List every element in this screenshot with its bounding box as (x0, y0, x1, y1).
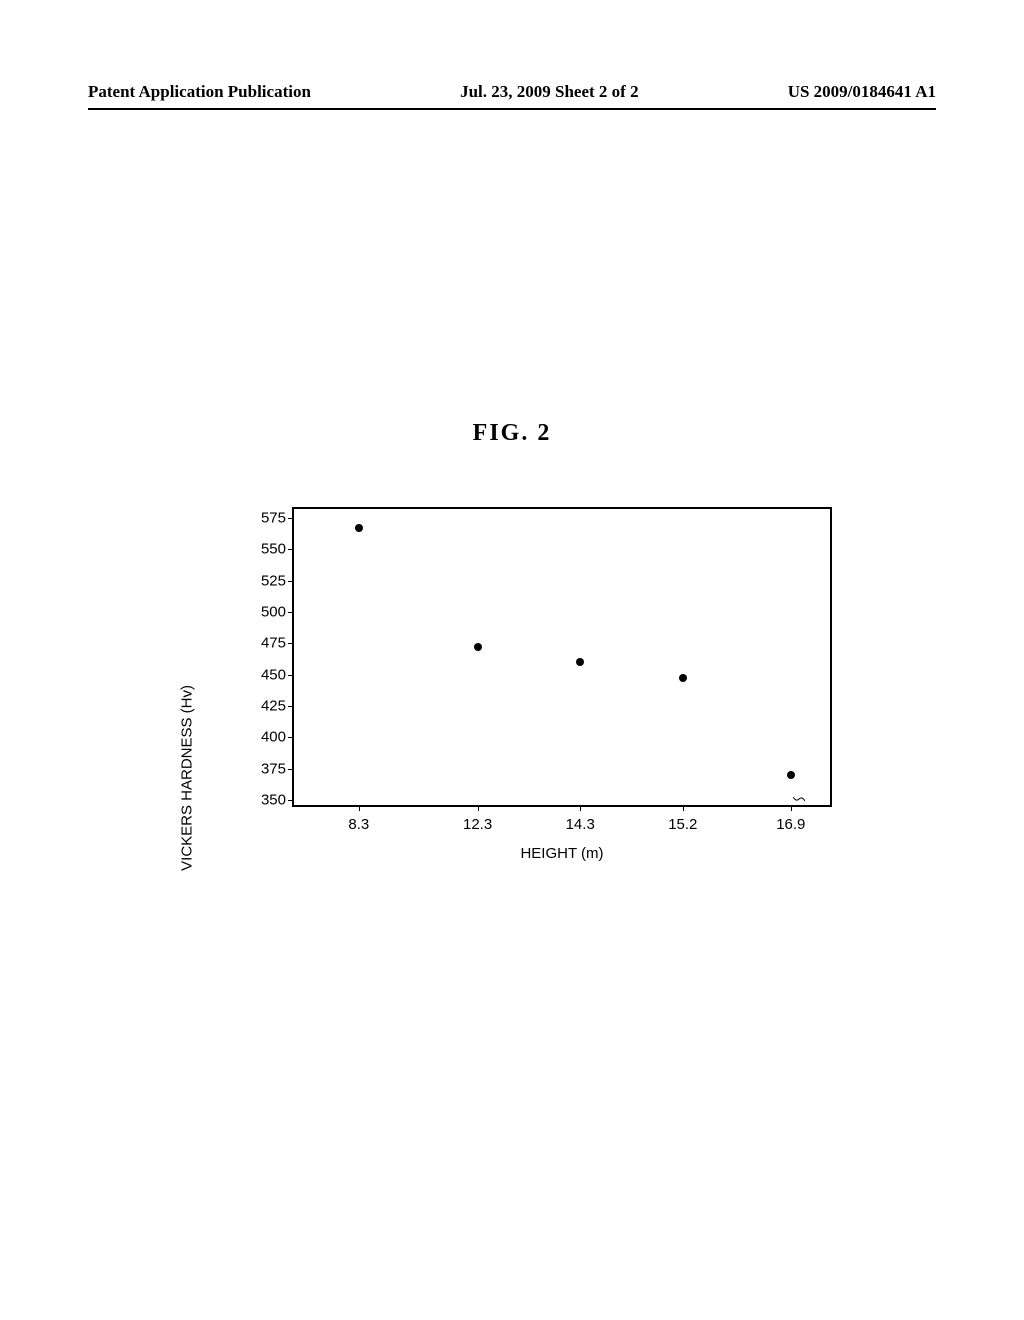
plot-area: 3503754004254504755005255505758.312.314.… (292, 507, 832, 807)
y-tick (288, 706, 294, 707)
y-tick-label: 425 (242, 698, 286, 715)
x-tick-label: 16.9 (776, 816, 805, 833)
y-tick-label: 575 (242, 509, 286, 526)
figure-title: FIG. 2 (88, 420, 936, 447)
data-point (679, 674, 687, 682)
x-tick (478, 805, 479, 811)
header-center: Jul. 23, 2009 Sheet 2 of 2 (460, 82, 639, 102)
data-point (787, 771, 795, 779)
y-tick-label: 400 (242, 729, 286, 746)
x-tick (791, 805, 792, 811)
squiggle-mark (793, 790, 805, 796)
data-point (474, 643, 482, 651)
y-tick (288, 675, 294, 676)
y-tick (288, 581, 294, 582)
y-tick (288, 737, 294, 738)
x-tick-label: 15.2 (668, 816, 697, 833)
x-tick (683, 805, 684, 811)
y-tick (288, 769, 294, 770)
y-tick-label: 375 (242, 760, 286, 777)
y-tick-label: 500 (242, 603, 286, 620)
x-axis-label: HEIGHT (m) (292, 845, 832, 862)
header-right: US 2009/0184641 A1 (788, 82, 936, 102)
y-tick (288, 518, 294, 519)
page: Patent Application Publication Jul. 23, … (0, 0, 1024, 1320)
y-tick (288, 643, 294, 644)
x-tick-label: 8.3 (348, 816, 369, 833)
y-tick (288, 549, 294, 550)
x-tick (580, 805, 581, 811)
y-tick (288, 612, 294, 613)
y-tick-label: 525 (242, 572, 286, 589)
scatter-chart: VICKERS HARDNESS (Hv) 350375400425450475… (192, 507, 832, 862)
data-point (576, 658, 584, 666)
header-left: Patent Application Publication (88, 82, 311, 102)
y-tick-label: 350 (242, 792, 286, 809)
y-tick-label: 550 (242, 541, 286, 558)
data-point (355, 524, 363, 532)
x-tick (359, 805, 360, 811)
y-tick-label: 475 (242, 635, 286, 652)
y-tick (288, 800, 294, 801)
page-header: Patent Application Publication Jul. 23, … (88, 82, 936, 110)
y-tick-label: 450 (242, 666, 286, 683)
x-tick-label: 12.3 (463, 816, 492, 833)
x-tick-label: 14.3 (566, 816, 595, 833)
y-axis-label: VICKERS HARDNESS (Hv) (179, 685, 196, 871)
